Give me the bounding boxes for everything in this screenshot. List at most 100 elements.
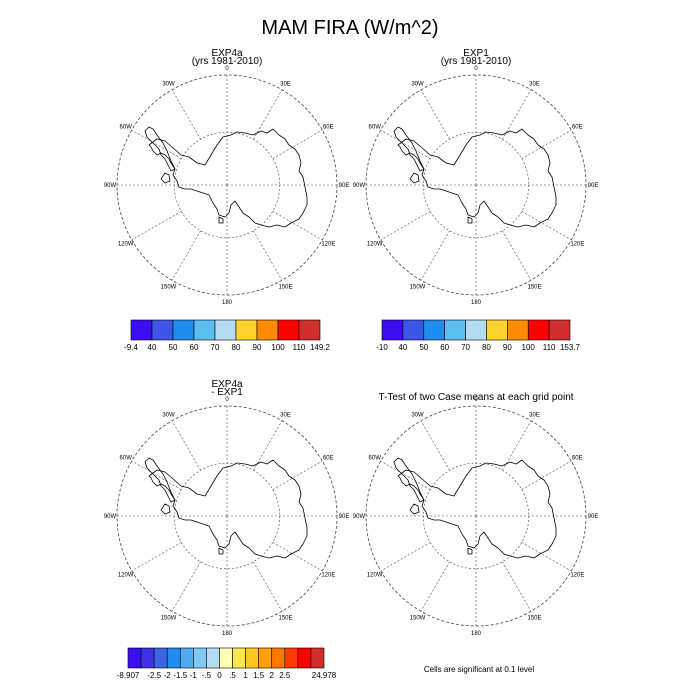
longitude-label: 180	[471, 631, 482, 637]
longitude-label: 60W	[369, 125, 382, 131]
colorbar-swatch	[381, 319, 404, 341]
longitude-label: 120E	[321, 573, 335, 579]
colorbar-label: 40	[148, 343, 157, 352]
colorbar-label: -1	[190, 671, 198, 680]
colorbar-swatch	[277, 319, 300, 341]
colorbar-swatch	[444, 319, 466, 341]
longitude-label: 30E	[280, 413, 291, 419]
colorbar-swatch	[297, 647, 312, 669]
longitude-label: 150E	[278, 615, 292, 621]
coastline	[160, 503, 171, 515]
longitude-label: 60E	[572, 125, 583, 131]
colorbar-label: 110	[543, 343, 556, 352]
colorbar-swatch	[507, 319, 529, 341]
colorbar-swatch	[284, 647, 299, 669]
panel-title-line-1: EXP4a	[211, 48, 243, 59]
polar-map: 0 30E 60E 90E 120E 150E 180 150W 120W 90W 60W 30W	[353, 397, 599, 637]
colorbar-swatch	[127, 647, 142, 669]
longitude-label: 150W	[161, 284, 177, 290]
colorbar-swatch	[214, 319, 237, 341]
longitude-label: 150E	[527, 615, 541, 621]
coastline	[409, 503, 420, 515]
colorbar-swatch	[232, 647, 246, 669]
longitude-label: 90W	[104, 183, 117, 189]
meridian-line	[380, 211, 431, 241]
meridian-line	[521, 460, 572, 490]
longitude-label: 30E	[280, 82, 291, 88]
longitude-label: 30W	[411, 82, 424, 88]
meridian-line	[253, 420, 283, 471]
meridian-line	[272, 211, 323, 241]
panel-title-line-2: (yrs 1981-2010)	[441, 56, 512, 67]
meridian-line	[171, 230, 201, 281]
panel-title-line-2: - EXP1	[211, 387, 243, 398]
colorbar-swatch	[423, 319, 445, 341]
colorbar-swatch	[140, 647, 155, 669]
meridian-line	[380, 129, 431, 159]
colorbar-label: -.5	[202, 671, 212, 680]
colorbar-label: 70	[211, 343, 220, 352]
polar-map: 0 30E 60E 90E 120E 150E 180 150W 120W 90W 60W 30W	[104, 397, 350, 637]
longitude-label: 90E	[588, 183, 599, 189]
colorbar-swatch	[298, 319, 321, 341]
meridian-line	[272, 542, 323, 572]
colorbar-swatch	[402, 319, 425, 341]
longitude-label: 60E	[323, 456, 334, 462]
colorbar-swatch	[151, 319, 174, 341]
colorbar-swatch	[271, 647, 286, 669]
colorbar-swatch	[235, 319, 258, 341]
longitude-label: 150W	[410, 284, 426, 290]
meridian-line	[253, 561, 283, 612]
coastline	[409, 172, 420, 184]
meridian-line	[253, 230, 283, 281]
colorbar-exp1: -10 40 50 60 70 80 90 100 110 153.7	[376, 319, 581, 352]
meridian-line	[521, 211, 572, 241]
colorbar-exp4a: -9.4 40 50 60 70 80 90 100 110 149.2	[124, 319, 331, 352]
meridian-line	[131, 460, 182, 490]
colorbar-swatch	[256, 319, 279, 341]
panel-title-line-1: T-Test of two Case means at each grid po…	[378, 392, 573, 403]
coastline	[218, 547, 224, 555]
coastline	[144, 126, 176, 172]
colorbar-label: -8.907	[117, 671, 140, 680]
colorbar-swatch	[258, 647, 273, 669]
meridian-line	[272, 460, 323, 490]
meridian-line	[171, 89, 201, 140]
meridian-line	[502, 420, 532, 471]
colorbar-label: 100	[522, 343, 536, 352]
map-boundary	[116, 405, 338, 627]
meridian-line	[380, 542, 431, 572]
longitude-label: 180	[222, 300, 233, 306]
longitude-label: 120E	[570, 573, 584, 579]
longitude-label: 90E	[339, 183, 350, 189]
colorbar-label: 80	[482, 343, 491, 352]
meridian-line	[380, 460, 431, 490]
colorbar-label: .5	[229, 671, 236, 680]
longitude-label: 120E	[570, 242, 584, 248]
longitude-label: 150W	[410, 615, 426, 621]
coastline	[393, 126, 425, 172]
longitude-label: 90E	[588, 514, 599, 520]
meridian-line	[171, 420, 201, 471]
colorbar-swatch	[486, 319, 508, 341]
longitude-label: 60W	[369, 456, 382, 462]
colorbar-swatch	[219, 647, 233, 669]
colorbar-label: 50	[419, 343, 428, 352]
panel-diff: EXP4a - EXP1 0 30E 60E 90E 120E 150E 180 150W 12…	[104, 379, 350, 637]
longitude-label: 0	[225, 66, 229, 72]
longitude-label: 150E	[278, 284, 292, 290]
longitude-label: 60W	[120, 456, 133, 462]
longitude-label: 120W	[367, 573, 383, 579]
coastline	[160, 172, 171, 184]
colorbar-swatch	[172, 319, 195, 341]
meridian-line	[131, 129, 182, 159]
longitude-label: 150W	[161, 615, 177, 621]
longitude-label: 90W	[104, 514, 117, 520]
longitude-label: 0	[474, 66, 478, 72]
meridian-line	[420, 420, 450, 471]
coastline	[467, 216, 473, 224]
colorbar-swatch	[245, 647, 259, 669]
longitude-label: 90W	[353, 514, 366, 520]
longitude-label: 180	[471, 300, 482, 306]
